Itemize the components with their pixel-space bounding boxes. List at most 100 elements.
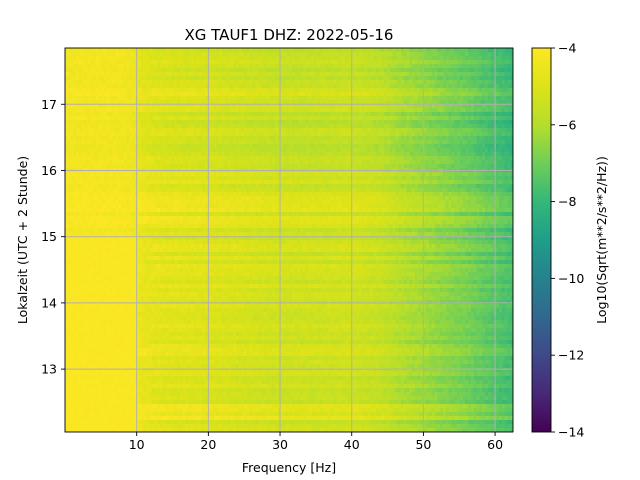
- heatmap-cell: [227, 80, 231, 85]
- heatmap-cell: [65, 68, 69, 73]
- heatmap-cell: [129, 60, 133, 65]
- heatmap-cell: [448, 52, 452, 57]
- heatmap-cell: [462, 76, 466, 81]
- heatmap-cell: [233, 52, 237, 57]
- heatmap-cell: [476, 68, 480, 73]
- heatmap-cell: [263, 72, 268, 77]
- heatmap-cell: [258, 60, 262, 65]
- heatmap-cell: [233, 80, 237, 85]
- heatmap-cell: [347, 88, 352, 93]
- heatmap-cell: [314, 52, 318, 57]
- heatmap-cell: [445, 56, 450, 61]
- heatmap-cell: [101, 84, 105, 89]
- heatmap-cell: [101, 72, 105, 77]
- heatmap-cell: [434, 52, 438, 57]
- heatmap-cell: [219, 56, 223, 61]
- heatmap-cell: [417, 68, 422, 73]
- heatmap-cell: [370, 76, 374, 81]
- heatmap-cell: [255, 76, 259, 81]
- heatmap-cell: [325, 64, 329, 69]
- heatmap-cell: [238, 56, 242, 61]
- heatmap-cell: [291, 72, 296, 77]
- heatmap-cell: [73, 84, 77, 89]
- heatmap-cell: [322, 80, 326, 85]
- heatmap-cell: [216, 56, 220, 61]
- heatmap-cell: [415, 88, 419, 93]
- heatmap-cell: [121, 56, 125, 61]
- heatmap-cell: [123, 76, 128, 81]
- heatmap-cell: [247, 56, 251, 61]
- heatmap-cell: [252, 72, 256, 77]
- heatmap-cell: [165, 56, 170, 61]
- heatmap-cell: [154, 68, 158, 73]
- heatmap-cell: [261, 84, 265, 89]
- heatmap-cell: [104, 92, 108, 97]
- heatmap-cell: [454, 80, 458, 85]
- heatmap-cell: [311, 76, 315, 81]
- heatmap-cell: [364, 80, 368, 85]
- heatmap-cell: [451, 88, 455, 93]
- heatmap-cell: [151, 64, 156, 69]
- heatmap-cell: [129, 64, 133, 69]
- heatmap-cell: [485, 52, 489, 57]
- heatmap-cell: [412, 80, 416, 85]
- heatmap-cell: [126, 76, 130, 81]
- heatmap-cell: [177, 80, 181, 85]
- heatmap-cell: [443, 80, 447, 85]
- heatmap-cell: [129, 68, 133, 73]
- heatmap-cell: [361, 64, 366, 69]
- heatmap-cell: [84, 52, 88, 57]
- heatmap-cell: [417, 52, 422, 57]
- heatmap-cell: [353, 64, 357, 69]
- heatmap-cell: [121, 80, 125, 85]
- heatmap-cell: [286, 60, 290, 65]
- heatmap-cell: [235, 84, 240, 89]
- heatmap-cell: [437, 80, 441, 85]
- heatmap-cell: [65, 56, 69, 61]
- heatmap-cell: [109, 72, 114, 77]
- heatmap-cell: [336, 64, 340, 69]
- heatmap-cell: [191, 76, 195, 81]
- heatmap-cell: [182, 64, 186, 69]
- heatmap-cell: [84, 92, 88, 97]
- heatmap-cell: [213, 52, 217, 57]
- heatmap-cell: [476, 60, 480, 65]
- heatmap-cell: [79, 84, 83, 89]
- heatmap-cell: [331, 52, 335, 57]
- heatmap-cell: [210, 64, 214, 69]
- heatmap-cell: [118, 72, 122, 77]
- heatmap-cell: [157, 72, 161, 77]
- heatmap-cell: [123, 84, 128, 89]
- heatmap-cell: [490, 88, 494, 93]
- heatmap-cell: [305, 48, 310, 53]
- heatmap-cell: [93, 48, 97, 53]
- heatmap-cell: [263, 48, 268, 53]
- heatmap-cell: [216, 84, 220, 89]
- heatmap-cell: [168, 76, 172, 81]
- heatmap-cell: [132, 56, 136, 61]
- heatmap-cell: [213, 76, 217, 81]
- heatmap-cell: [389, 68, 394, 73]
- heatmap-cell: [202, 76, 206, 81]
- heatmap-cell: [261, 56, 265, 61]
- heatmap-cell: [507, 72, 511, 77]
- heatmap-cell: [98, 72, 102, 77]
- heatmap-cell: [381, 72, 385, 77]
- heatmap-cell: [459, 76, 464, 81]
- heatmap-cell: [202, 64, 206, 69]
- heatmap-cell: [165, 52, 170, 57]
- heatmap-cell: [87, 68, 91, 73]
- heatmap-cell: [93, 56, 97, 61]
- heatmap-cell: [398, 84, 402, 89]
- heatmap-cell: [269, 72, 273, 77]
- heatmap-cell: [364, 68, 368, 73]
- heatmap-cell: [76, 68, 80, 73]
- heatmap-cell: [375, 88, 380, 93]
- heatmap-cell: [104, 56, 108, 61]
- heatmap-cell: [230, 88, 234, 93]
- heatmap-cell: [129, 76, 133, 81]
- heatmap-cell: [121, 72, 125, 77]
- heatmap-cell: [207, 56, 212, 61]
- heatmap-cell: [224, 52, 228, 57]
- heatmap-cell: [499, 72, 503, 77]
